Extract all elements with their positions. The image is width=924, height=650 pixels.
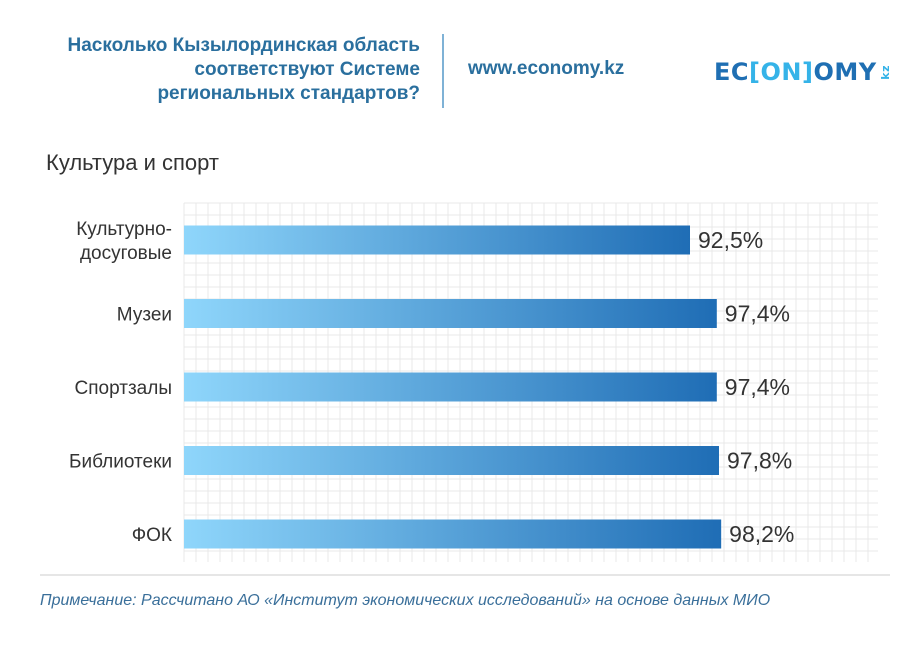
bar-3: [184, 446, 719, 475]
footnote: Примечание: Рассчитано АО «Институт экон…: [40, 592, 771, 609]
value-label: 97,4%: [725, 301, 790, 327]
logo-part-on: [ON]: [749, 58, 814, 86]
title-line: соответствуют Системе: [194, 59, 420, 80]
bar-4: [184, 519, 722, 549]
category-label: Культурно-: [76, 219, 172, 240]
header-divider: [442, 34, 444, 108]
chart-labels: 92,5% Культурно-досуговые 97,4% Музеи 97,4% С…: [69, 219, 794, 547]
value-label: 92,5%: [698, 227, 763, 253]
chart-question-title: Насколько Кызылординская область соответ…: [20, 34, 420, 106]
bar-0: [184, 225, 690, 255]
logo-part-ec: EC: [714, 58, 750, 86]
title-line: Насколько Кызылординская область: [67, 35, 420, 56]
category-label: досуговые: [80, 243, 172, 264]
title-line: региональных стандартов?: [157, 83, 420, 104]
bar-1: [184, 299, 717, 328]
website-url: www.economy.kz: [468, 58, 625, 79]
value-label: 98,2%: [729, 521, 794, 547]
category-label: ФОК: [132, 525, 172, 546]
value-label: 97,8%: [727, 448, 792, 474]
section-title: Культура и спорт: [46, 150, 219, 175]
category-label: Музеи: [117, 305, 172, 326]
chart-bars: [184, 225, 722, 549]
value-label: 97,4%: [725, 374, 790, 400]
economy-kz-logo: EC [ON] OMY kz: [714, 57, 892, 87]
logo-part-omy: OMY: [813, 58, 877, 86]
category-label: Библиотеки: [69, 452, 172, 473]
category-label: Спортзалы: [75, 378, 172, 399]
bar-2: [184, 372, 717, 402]
